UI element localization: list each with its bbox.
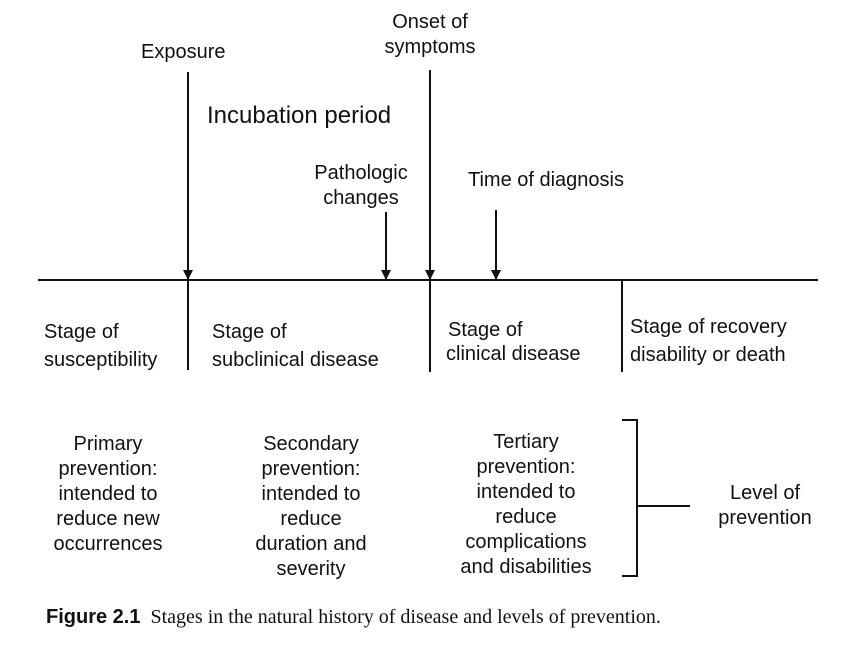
prevention-line: Primary [73, 433, 143, 455]
prevention-line: prevention: [261, 458, 361, 480]
pathologic-label-line: changes [323, 187, 399, 209]
prevention-line: severity [276, 558, 346, 580]
primary-prevention: Primary prevention: intended to reduce n… [28, 432, 188, 557]
stage-clinical: Stage of clinical disease [446, 318, 581, 366]
figure-caption-text: Stages in the natural history of disease… [150, 606, 661, 628]
stage-susceptibility: Stage of susceptibility [44, 318, 157, 374]
prevention-line: reduce [280, 508, 342, 530]
stage-label-line: Stage of [44, 321, 119, 343]
prevention-line: Secondary [263, 433, 359, 455]
stage-recovery: Stage of recovery disability or death [630, 313, 787, 369]
prevention-line: prevention: [476, 456, 576, 478]
level-label-line: prevention [718, 507, 812, 529]
prevention-line: complications [465, 531, 587, 553]
pathologic-label-line: Pathologic [314, 162, 408, 184]
prevention-line: Tertiary [493, 431, 559, 453]
stage-label-line: Stage of [448, 319, 523, 341]
figure-caption: Figure 2.1 Stages in the natural history … [46, 606, 661, 629]
level-bracket [622, 419, 638, 577]
prevention-line: reduce new [56, 508, 160, 530]
secondary-prevention: Secondary prevention: intended to reduce… [226, 432, 396, 582]
incubation-period-label: Incubation period [207, 102, 392, 129]
level-label-line: Level of [729, 482, 801, 504]
stage-label-line: subclinical disease [212, 349, 379, 371]
stage-label-line: susceptibility [44, 349, 158, 371]
stage-label-line: Stage of [212, 321, 287, 343]
pathologic-changes-label: Pathologic changes [300, 161, 422, 211]
onset-label: Onset of symptoms [370, 10, 490, 60]
prevention-line: reduce [495, 506, 557, 528]
prevention-line: intended to [261, 483, 361, 505]
diagnosis-label: Time of diagnosis [468, 169, 624, 191]
prevention-line: prevention: [58, 458, 158, 480]
figure-number: Figure 2.1 [46, 606, 141, 628]
prevention-line: intended to [476, 481, 576, 503]
prevention-line: duration and [255, 533, 367, 555]
onset-label-line: symptoms [384, 36, 476, 58]
stage-label-line: clinical disease [446, 343, 581, 365]
prevention-line: occurrences [53, 533, 163, 555]
prevention-line: and disabilities [460, 556, 592, 578]
stage-label-line: Stage of recovery [630, 316, 787, 338]
prevention-line: intended to [58, 483, 158, 505]
level-of-prevention-label: Level of prevention [700, 481, 830, 531]
exposure-label: Exposure [141, 41, 226, 63]
stage-label-line: disability or death [630, 344, 786, 366]
tertiary-prevention: Tertiary prevention: intended to reduce … [436, 430, 616, 580]
stage-subclinical: Stage of subclinical disease [212, 318, 379, 374]
onset-label-line: Onset of [392, 11, 468, 33]
